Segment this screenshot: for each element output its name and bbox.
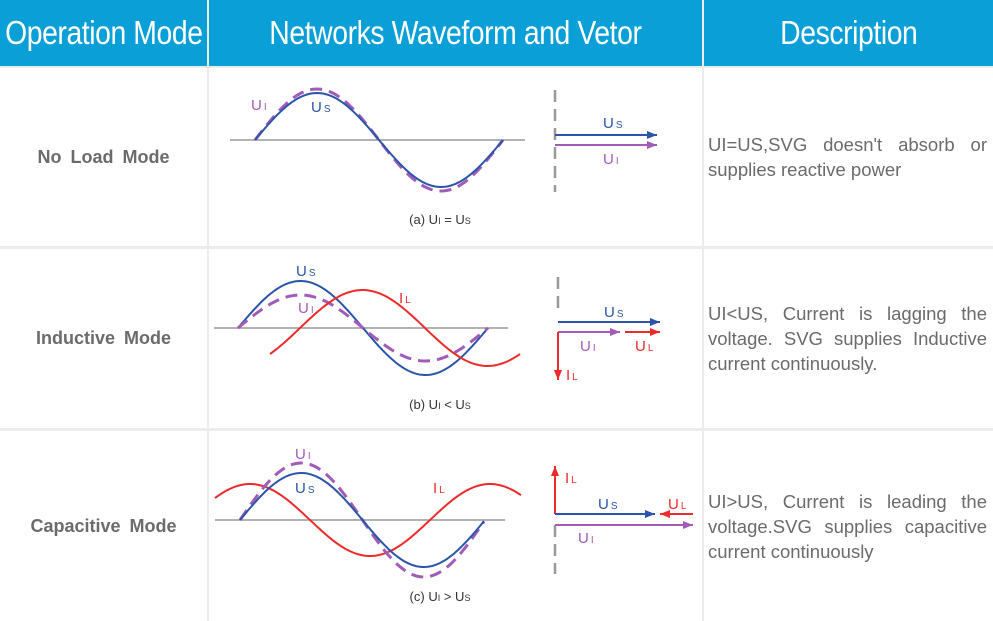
description-text: UI<US, Current is lagging the voltage. S… (708, 303, 987, 374)
description-no-load: UI=US,SVG doesn't absorb or supplies rea… (704, 68, 993, 246)
ui-vector-head (683, 521, 693, 529)
us-vector-head (647, 131, 657, 139)
il-vector-head (551, 466, 559, 476)
ui-vector-head (647, 141, 657, 149)
ul-vector-head (650, 328, 660, 336)
us-vector-head (645, 510, 655, 518)
header-label: Networks Waveform and Vetor (269, 14, 642, 51)
us-waveform (254, 91, 504, 189)
mode-no-load: No Load Mode (0, 68, 207, 246)
ui-waveform (237, 293, 489, 363)
diagram-no-load: U I U S U S U I (a) UI = US (209, 68, 702, 246)
us-waveform (239, 472, 485, 568)
us-vector-head (650, 318, 660, 326)
header-label: Operation Mode (4, 14, 203, 51)
caption-b: (b) UI < US (409, 397, 471, 412)
waveform-vector-diagram: U IU S I LI LU S U LU I(c) UI > US (214, 446, 693, 604)
il-waveform (214, 483, 522, 557)
description-text: UI>US, Current is leading the voltage.SV… (708, 490, 987, 562)
header-waveform: Networks Waveform and Vetor (209, 0, 702, 66)
caption-a: (a) UI = US (409, 212, 471, 227)
ul-vector-head (660, 510, 670, 518)
description-text: UI=US,SVG doesn't absorb or supplies rea… (708, 134, 987, 180)
diagram-inductive: U S U I I L U S U I U L I L (b) UI < US (209, 249, 702, 428)
header-description: Description (704, 0, 993, 66)
waveform-vector-diagram: U I U S U S U I (a) UI = US (230, 87, 657, 227)
header-label: Description (779, 14, 918, 51)
il-vector-head (554, 370, 562, 380)
ui-vector-head (610, 328, 620, 336)
mode-capacitive: Capacitive Mode (0, 431, 207, 621)
description-capacitive: UI>US, Current is leading the voltage.SV… (704, 431, 993, 621)
waveform-vector-diagram: U SU II LU SU I U LI L(b) UI < US (214, 263, 660, 412)
diagram-capacitive: U I U S I L I L U S U L U I (c) UI > US (209, 431, 702, 621)
il-waveform (269, 289, 521, 367)
mode-inductive: Inductive Mode (0, 249, 207, 428)
ui-waveform (253, 87, 505, 193)
header-operation-mode: Operation Mode (0, 0, 207, 66)
caption-c: (c) UI > US (410, 589, 471, 604)
description-inductive: UI<US, Current is lagging the voltage. S… (704, 249, 993, 428)
